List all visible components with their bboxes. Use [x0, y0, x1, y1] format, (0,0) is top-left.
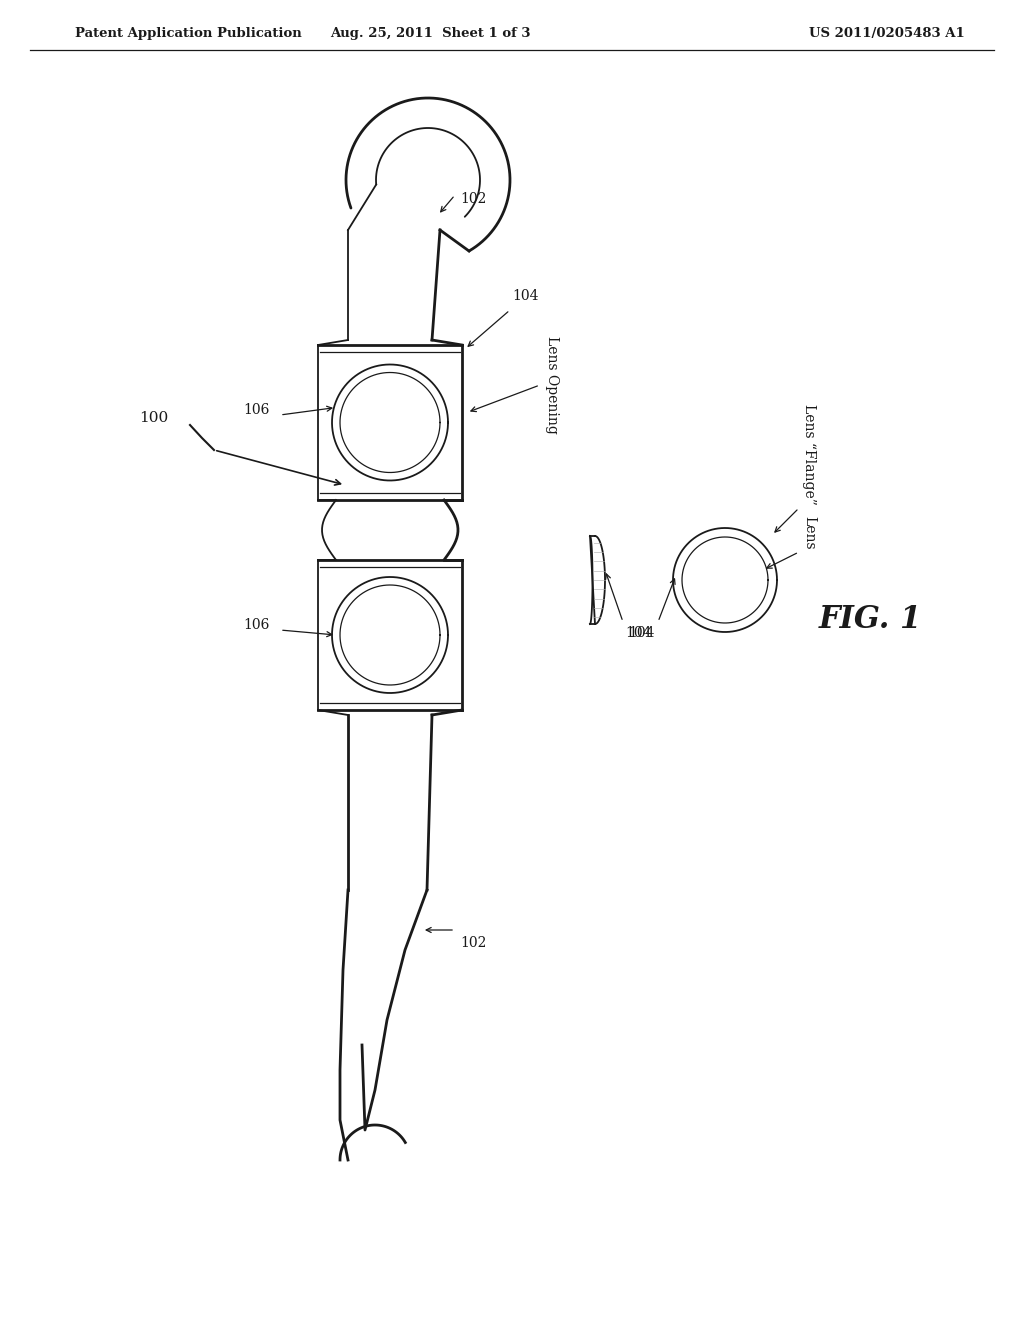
Text: 100: 100 [138, 411, 168, 425]
Text: 104: 104 [629, 626, 655, 640]
Text: 104: 104 [512, 289, 539, 304]
Text: Lens Opening: Lens Opening [545, 337, 559, 434]
Text: 106: 106 [244, 618, 270, 632]
Text: Lens “Flange”: Lens “Flange” [802, 404, 816, 506]
Text: Patent Application Publication: Patent Application Publication [75, 26, 302, 40]
Text: 102: 102 [460, 936, 486, 950]
Text: Lens: Lens [802, 516, 816, 550]
Text: US 2011/0205483 A1: US 2011/0205483 A1 [809, 26, 965, 40]
Text: Aug. 25, 2011  Sheet 1 of 3: Aug. 25, 2011 Sheet 1 of 3 [330, 26, 530, 40]
Text: 102: 102 [460, 191, 486, 206]
Text: FIG. 1: FIG. 1 [818, 605, 922, 635]
Text: 106: 106 [244, 403, 270, 417]
Text: 104: 104 [625, 626, 651, 640]
